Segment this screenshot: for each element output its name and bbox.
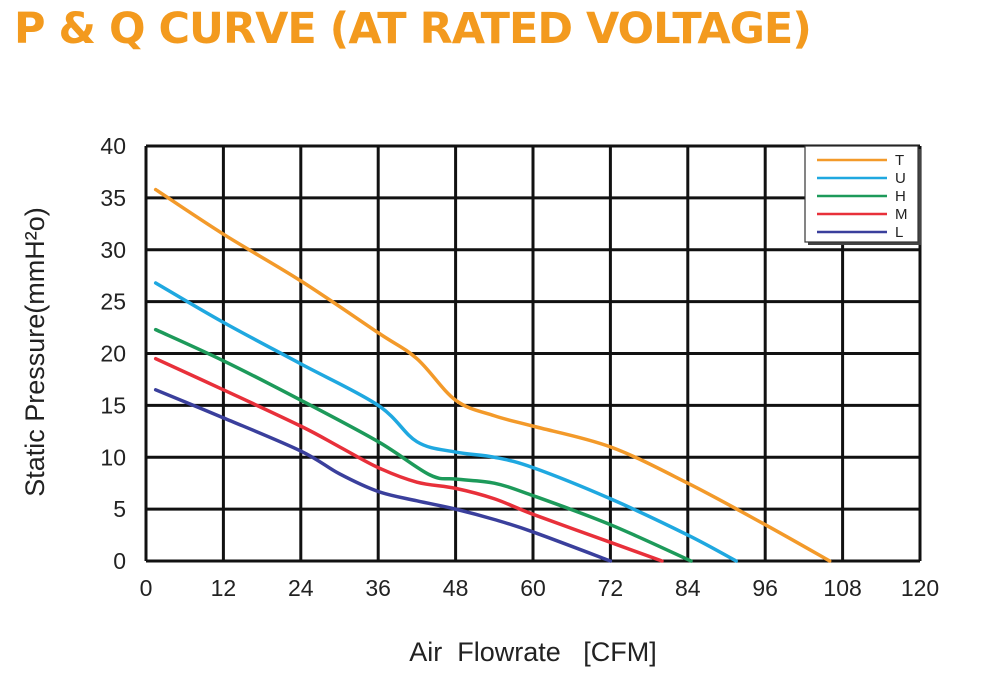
x-tick-label: 24: [288, 575, 314, 601]
grid: [144, 144, 922, 563]
x-tick-label: 36: [365, 575, 391, 601]
curves: [153, 187, 832, 563]
x-tick-label: 48: [443, 575, 469, 601]
y-tick-label: 25: [100, 289, 126, 315]
y-tick-label: 15: [100, 392, 126, 418]
series-line-T: [153, 187, 832, 563]
legend-label-M: M: [895, 206, 908, 223]
tick-labels: 0 12 24 36 48 60 72 84 96 108 120 0 5 10 15 20 25 30 35 40: [100, 133, 939, 601]
series-line-M: [153, 356, 664, 563]
x-tick-label: 60: [520, 575, 546, 601]
legend-label-U: U: [895, 170, 906, 187]
legend-box: [804, 145, 919, 243]
legend-label-L: L: [895, 224, 903, 241]
y-axis-title: Static Pressure(mmH²o): [20, 207, 50, 497]
series-line-U: [153, 281, 738, 563]
x-tick-label: 72: [598, 575, 624, 601]
page-title: P & Q CURVE (AT RATED VOLTAGE): [14, 4, 812, 54]
x-tick-label: 108: [823, 575, 861, 601]
y-tick-label: 20: [100, 341, 126, 367]
y-tick-label: 0: [113, 548, 126, 574]
x-tick-label: 120: [901, 575, 939, 601]
x-tick-label: 12: [211, 575, 237, 601]
y-tick-label: 10: [100, 444, 126, 470]
y-tick-label: 40: [100, 133, 126, 159]
y-tick-label: 30: [100, 237, 126, 263]
series-line-L: [153, 388, 613, 563]
legend-label-T: T: [895, 152, 904, 169]
x-tick-label: 96: [752, 575, 778, 601]
y-tick-label: 35: [100, 185, 126, 211]
x-axis-title: Air Flowrate [CFM]: [409, 637, 657, 667]
x-tick-label: 0: [140, 575, 153, 601]
legend-label-H: H: [895, 188, 906, 205]
x-tick-label: 84: [675, 575, 701, 601]
series-line-H: [153, 327, 693, 563]
y-tick-label: 5: [113, 496, 126, 522]
